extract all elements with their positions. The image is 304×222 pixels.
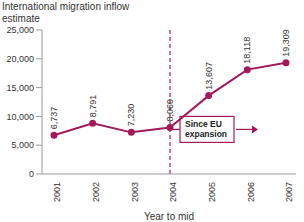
svg-text:2004: 2004 (168, 182, 178, 202)
svg-text:0: 0 (29, 169, 34, 179)
svg-text:Year to mid: Year to mid (144, 211, 194, 222)
svg-text:6,737: 6,737 (49, 107, 59, 130)
svg-text:5,000: 5,000 (11, 140, 34, 150)
svg-text:10,000: 10,000 (8, 112, 34, 122)
svg-text:7,230: 7,230 (126, 104, 136, 127)
svg-text:15,000: 15,000 (8, 83, 34, 93)
svg-text:25,000: 25,000 (8, 25, 34, 35)
svg-text:18,118: 18,118 (242, 37, 252, 64)
html-text:International migration inflow: International migration inflow estimate (2, 1, 130, 24)
svg-text:13,607: 13,607 (204, 62, 214, 90)
svg-text:2006: 2006 (246, 182, 256, 202)
svg-text:2003: 2003 (130, 182, 140, 202)
svg-text:19,309: 19,309 (281, 29, 291, 57)
svg-text:2005: 2005 (207, 182, 217, 202)
svg-text:Since EU: Since EU (185, 119, 222, 129)
svg-text:8,791: 8,791 (88, 95, 98, 118)
svg-text:2007: 2007 (284, 182, 294, 202)
svg-text:2001: 2001 (52, 182, 62, 202)
svg-text:20,000: 20,000 (8, 54, 34, 64)
svg-text:2002: 2002 (91, 182, 101, 202)
svg-text:expansion: expansion (185, 129, 227, 139)
svg-text:8,060: 8,060 (165, 99, 175, 122)
